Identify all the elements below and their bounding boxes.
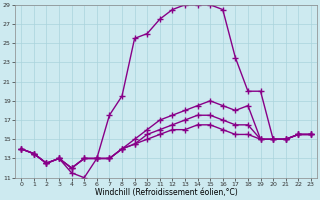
X-axis label: Windchill (Refroidissement éolien,°C): Windchill (Refroidissement éolien,°C) bbox=[95, 188, 237, 197]
